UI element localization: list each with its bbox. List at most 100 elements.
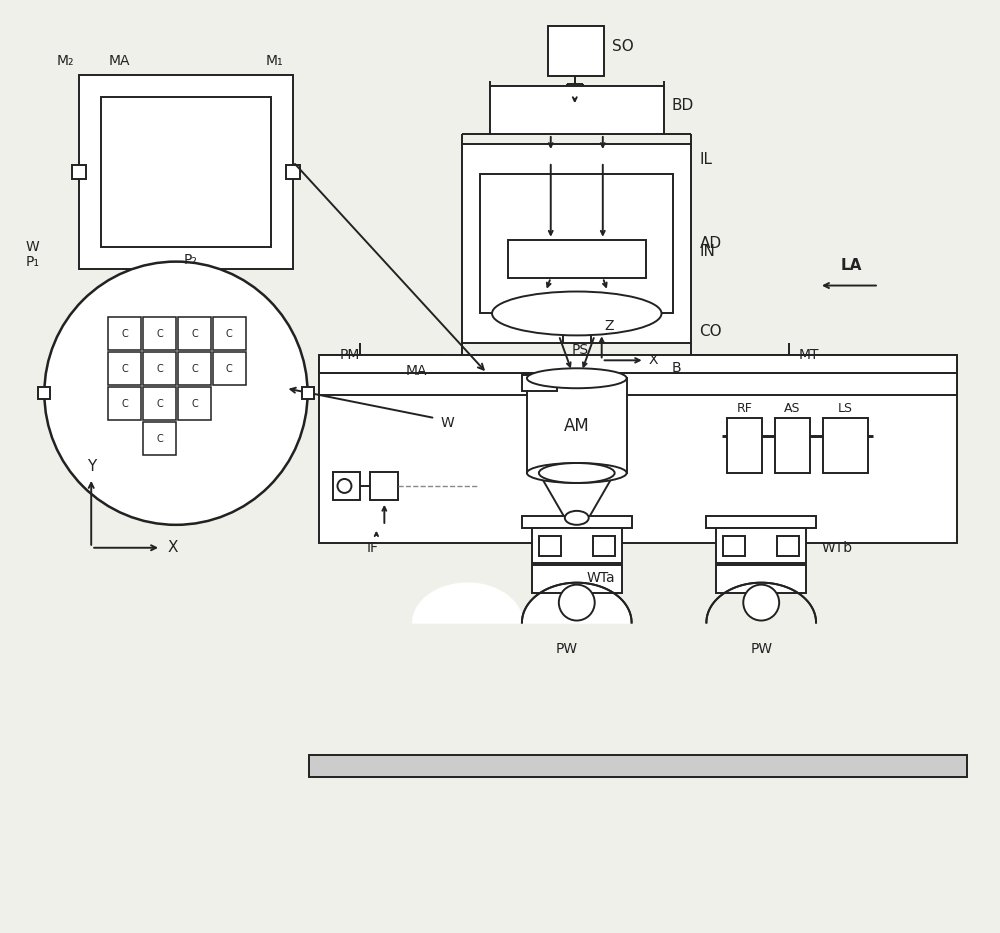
- Ellipse shape: [539, 463, 615, 483]
- Text: AS: AS: [784, 402, 800, 414]
- Bar: [143, 422, 176, 455]
- Bar: [775, 418, 810, 473]
- Bar: [548, 26, 604, 77]
- Text: MA: MA: [109, 54, 130, 68]
- Text: AM: AM: [564, 417, 590, 435]
- Bar: [38, 387, 50, 399]
- Bar: [178, 387, 211, 420]
- Bar: [143, 353, 176, 385]
- Text: X: X: [649, 354, 658, 368]
- Text: IF: IF: [366, 541, 378, 555]
- Text: CO: CO: [699, 324, 722, 339]
- Bar: [108, 353, 141, 385]
- Text: M₂: M₂: [56, 54, 74, 68]
- Bar: [716, 528, 806, 563]
- Text: W: W: [440, 416, 454, 430]
- Bar: [333, 472, 360, 500]
- Bar: [286, 165, 300, 179]
- Text: PM: PM: [340, 348, 360, 362]
- Circle shape: [743, 585, 779, 620]
- Text: PW: PW: [556, 643, 578, 657]
- Bar: [490, 86, 664, 134]
- Text: PS: PS: [572, 343, 589, 357]
- Text: C: C: [191, 364, 198, 374]
- Circle shape: [44, 261, 308, 525]
- Bar: [716, 564, 806, 592]
- Bar: [143, 317, 176, 351]
- Text: BD: BD: [671, 98, 694, 113]
- Text: Y: Y: [87, 458, 96, 474]
- Text: LA: LA: [841, 258, 862, 273]
- Text: C: C: [156, 434, 163, 443]
- Text: PW: PW: [750, 643, 772, 657]
- Text: B: B: [671, 361, 681, 375]
- Bar: [539, 536, 561, 556]
- Text: C: C: [121, 364, 128, 374]
- Bar: [143, 387, 176, 420]
- Bar: [706, 516, 816, 528]
- Bar: [532, 528, 622, 563]
- Bar: [522, 516, 632, 528]
- Bar: [319, 355, 957, 373]
- Bar: [593, 536, 615, 556]
- Text: RF: RF: [736, 402, 752, 414]
- Bar: [108, 387, 141, 420]
- Text: C: C: [121, 398, 128, 409]
- Ellipse shape: [527, 463, 627, 483]
- Polygon shape: [522, 373, 557, 378]
- Bar: [178, 353, 211, 385]
- Text: P₁: P₁: [25, 255, 39, 269]
- Bar: [72, 165, 86, 179]
- Text: SO: SO: [612, 39, 633, 54]
- Text: C: C: [191, 398, 198, 409]
- Bar: [532, 564, 622, 592]
- Bar: [319, 373, 957, 543]
- Bar: [480, 174, 673, 313]
- Text: C: C: [156, 398, 163, 409]
- Text: W: W: [26, 240, 39, 254]
- Ellipse shape: [527, 369, 627, 388]
- Bar: [527, 378, 627, 473]
- Bar: [777, 536, 799, 556]
- Text: WTb: WTb: [821, 541, 852, 555]
- Text: C: C: [156, 329, 163, 339]
- Text: C: C: [226, 364, 233, 374]
- Text: P₂: P₂: [184, 253, 198, 267]
- Circle shape: [559, 585, 595, 620]
- Text: AD: AD: [699, 236, 722, 251]
- Text: WTa: WTa: [587, 571, 615, 585]
- Circle shape: [337, 479, 351, 493]
- Bar: [727, 418, 762, 473]
- Text: M₁: M₁: [265, 54, 283, 68]
- Text: C: C: [191, 329, 198, 339]
- Bar: [309, 755, 967, 777]
- Bar: [213, 353, 246, 385]
- Text: Z: Z: [605, 319, 614, 333]
- Ellipse shape: [492, 291, 662, 335]
- Bar: [691, 371, 761, 385]
- Bar: [823, 418, 868, 473]
- Bar: [178, 317, 211, 351]
- Polygon shape: [522, 375, 557, 391]
- Bar: [508, 240, 646, 277]
- Bar: [370, 472, 398, 500]
- Bar: [302, 387, 314, 399]
- Text: IL: IL: [699, 152, 712, 167]
- Text: X: X: [168, 540, 178, 555]
- Text: C: C: [156, 364, 163, 374]
- Bar: [108, 317, 141, 351]
- Text: LS: LS: [837, 402, 852, 414]
- Bar: [79, 75, 293, 269]
- Text: C: C: [226, 329, 233, 339]
- Bar: [462, 144, 691, 343]
- Text: IN: IN: [699, 244, 715, 258]
- Bar: [390, 371, 445, 385]
- Text: C: C: [121, 329, 128, 339]
- Text: MT: MT: [799, 348, 820, 362]
- Text: MA: MA: [406, 364, 427, 378]
- Bar: [213, 317, 246, 351]
- Ellipse shape: [565, 511, 589, 525]
- Bar: [723, 536, 745, 556]
- Bar: [101, 97, 271, 247]
- Bar: [462, 373, 691, 391]
